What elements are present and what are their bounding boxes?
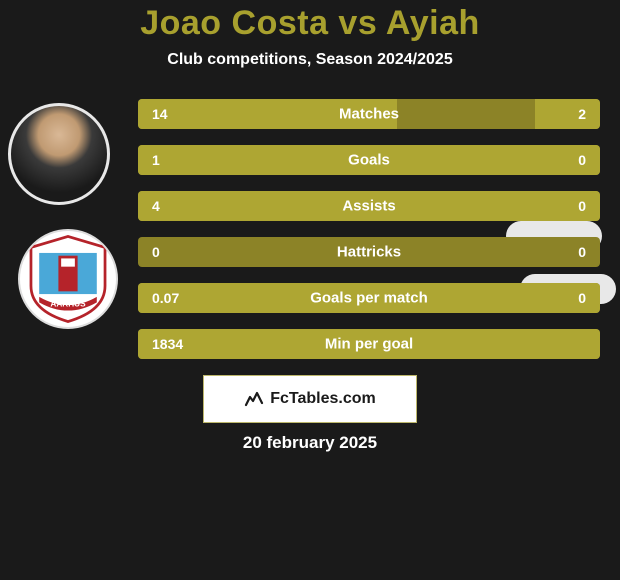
main-area: AARHUS 14 Matches 2 1 Goals 0 4 Assists 0 0 Hattri…: [0, 99, 620, 359]
stat-label: Goals per match: [310, 290, 428, 307]
stat-value-right: 0: [578, 198, 586, 214]
player1-avatar: [8, 103, 110, 205]
page-title: Joao Costa vs Ayiah: [0, 4, 620, 43]
stat-row: 4 Assists 0: [138, 191, 600, 221]
stat-value-left: 0.07: [152, 290, 179, 306]
stat-value-left: 0: [152, 244, 160, 260]
stat-label: Assists: [342, 198, 395, 215]
stat-value-left: 14: [152, 106, 168, 122]
stat-row: 1 Goals 0: [138, 145, 600, 175]
player2-club-crest: AARHUS: [18, 229, 118, 329]
stat-value-right: 0: [578, 152, 586, 168]
stat-fill-right: [535, 99, 600, 129]
stat-row: 1834 Min per goal: [138, 329, 600, 359]
stat-label: Min per goal: [325, 336, 413, 353]
stat-label: Goals: [348, 152, 390, 169]
stat-row: 0 Hattricks 0: [138, 237, 600, 267]
stat-value-left: 4: [152, 198, 160, 214]
date-text: 20 february 2025: [0, 433, 620, 453]
stat-label: Matches: [339, 106, 399, 123]
fctables-logo-icon: [244, 389, 264, 409]
stat-row: 14 Matches 2: [138, 99, 600, 129]
infographic-container: Joao Costa vs Ayiah Club competitions, S…: [0, 0, 620, 580]
brand-text: FcTables.com: [270, 390, 376, 408]
stat-value-left: 1834: [152, 336, 183, 352]
stat-label: Hattricks: [337, 244, 401, 261]
svg-text:AARHUS: AARHUS: [50, 299, 86, 308]
brand-badge: FcTables.com: [203, 375, 417, 423]
stat-value-right: 2: [578, 106, 586, 122]
stat-value-right: 0: [578, 244, 586, 260]
subtitle: Club competitions, Season 2024/2025: [0, 51, 620, 69]
stat-row: 0.07 Goals per match 0: [138, 283, 600, 313]
stat-value-left: 1: [152, 152, 160, 168]
stat-value-right: 0: [578, 290, 586, 306]
club-crest-icon: AARHUS: [20, 231, 116, 327]
